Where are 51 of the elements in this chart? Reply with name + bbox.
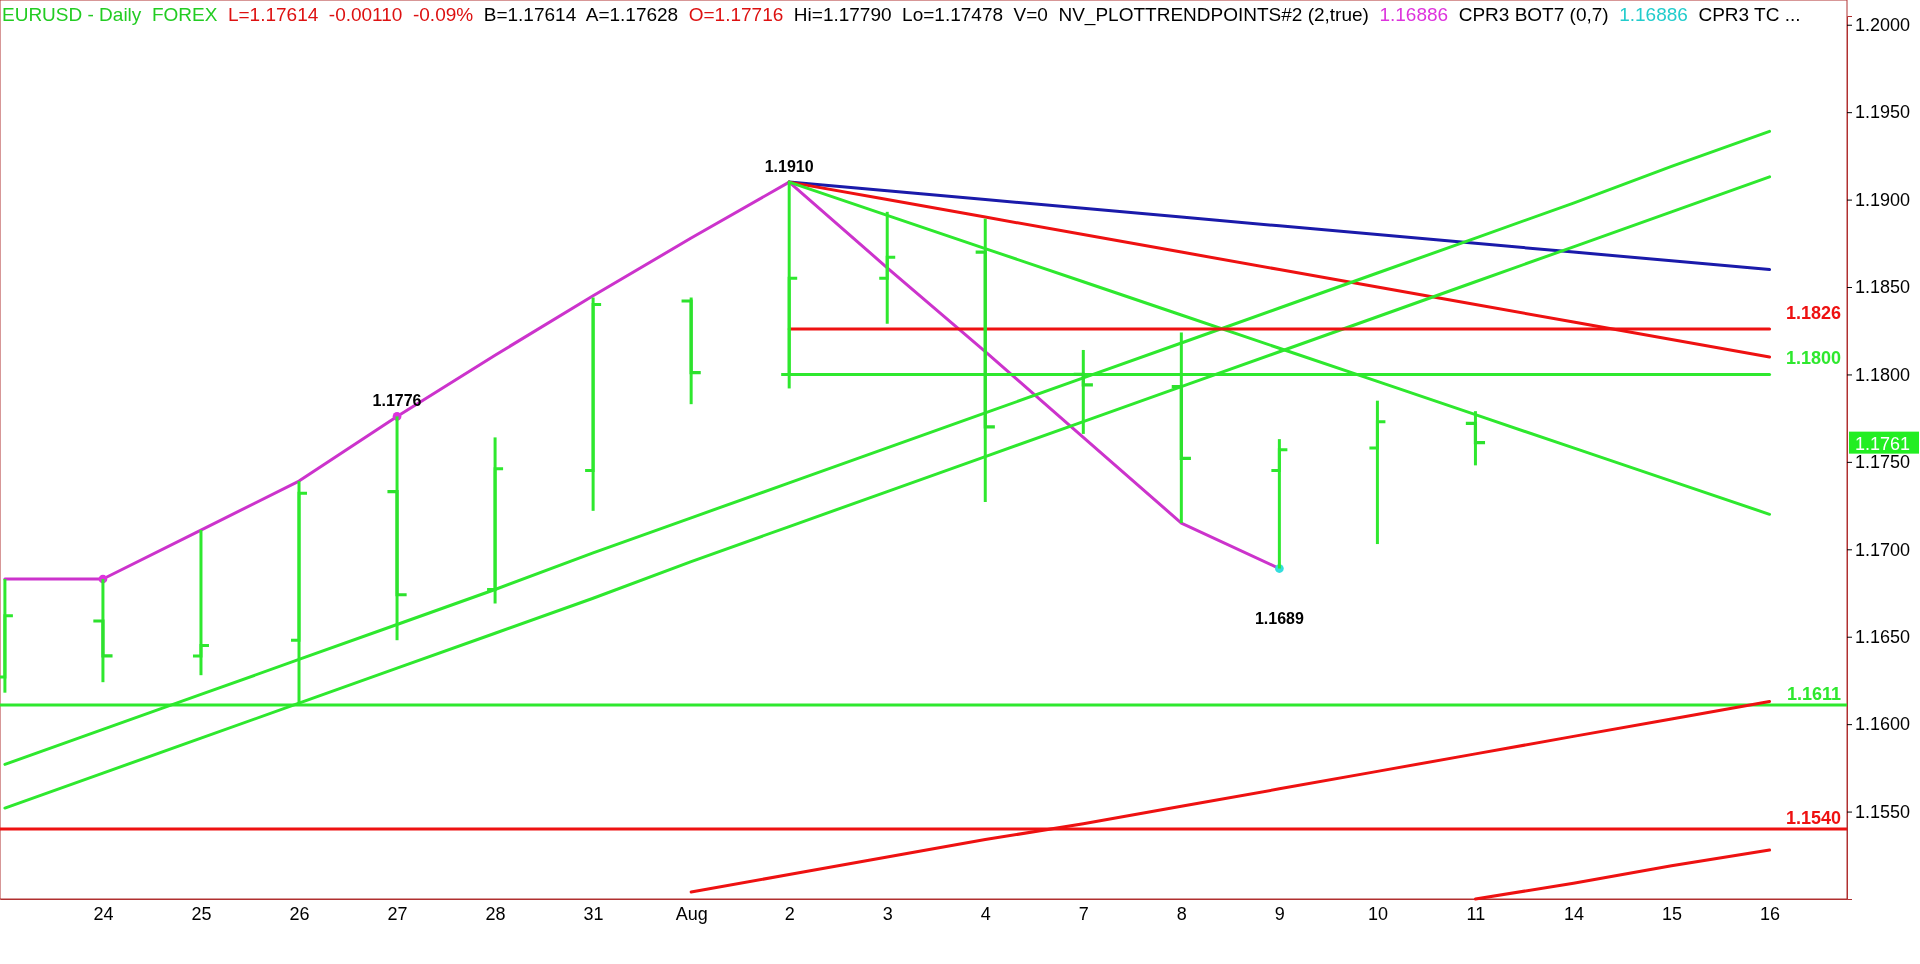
chart-title: EURUSD - Daily FOREX <box>2 4 218 25</box>
x-tick-label: Aug <box>675 903 708 924</box>
annotation: 1.1826 <box>1785 302 1841 323</box>
x-tick-label: 10 <box>1367 903 1388 924</box>
annotation: 1.16886 <box>1608 4 1688 25</box>
x-tick-label: 8 <box>1176 903 1187 924</box>
y-tick-label: 1.1750 <box>1855 452 1911 473</box>
y-tick-label: 1.1550 <box>1855 801 1911 822</box>
annotation: 1.1800 <box>1785 348 1841 369</box>
candlestick <box>485 437 505 604</box>
x-tick-label: 16 <box>1760 903 1781 924</box>
y-tick-label: 1.1950 <box>1855 102 1911 123</box>
x-tick-label: 15 <box>1662 903 1683 924</box>
x-tick-label: 14 <box>1563 903 1584 924</box>
x-tick-label: 27 <box>387 903 408 924</box>
annotation: 1.16886 <box>1368 4 1449 25</box>
annotation: Hi=1.17790 Lo=1.17478 V=0 NV_PLOTTRENDPOINTS#2 (2,true) <box>783 4 1369 26</box>
x-tick-label: 7 <box>1078 903 1089 924</box>
candlestick <box>583 297 603 511</box>
annotation: O=1.17716 <box>678 4 784 25</box>
annotation: L=1.17614 -0.00110 -0.09% <box>217 4 474 25</box>
x-tick-label: 2 <box>784 903 795 924</box>
y-tick-label: 1.1850 <box>1855 277 1911 298</box>
x-tick-label: 25 <box>191 903 212 924</box>
y-tick-label: 1.1600 <box>1855 714 1911 735</box>
candlestick <box>191 530 211 677</box>
line-series <box>1473 848 1772 901</box>
ref-line-label: 1.1611 <box>1786 683 1841 704</box>
x-tick-label: 9 <box>1274 903 1285 924</box>
x-tick-label: 26 <box>289 903 310 924</box>
annotation: 1.1910 <box>764 158 814 176</box>
x-tick-label: 11 <box>1466 903 1486 924</box>
y-tick-label: 1.1650 <box>1855 626 1911 647</box>
y-tick-label: 1.1900 <box>1855 189 1911 210</box>
ref-line-label: 1.1540 <box>1785 808 1841 829</box>
y-tick-label: 1.1700 <box>1855 539 1911 560</box>
annotation: CPR3 TC ... <box>1687 4 1801 25</box>
candlestick <box>877 210 897 324</box>
x-tick-label: 4 <box>980 903 991 924</box>
y-tick-label: 1.1800 <box>1855 364 1911 385</box>
annotation: CPR3 BOT7 (0,7) <box>1448 4 1609 25</box>
y-tick-label: 1.2000 <box>1855 15 1911 35</box>
annotation: 1.1689 <box>1254 609 1304 627</box>
x-tick-label: 24 <box>93 903 114 924</box>
annotation: B=1.17614 A=1.17628 <box>473 4 679 25</box>
candlestick <box>1367 400 1387 546</box>
x-tick-label: 3 <box>882 903 893 924</box>
text: 1.1761 <box>1855 433 1911 454</box>
x-tick-label: 31 <box>583 903 604 924</box>
annotation: 1.1776 <box>372 392 422 410</box>
x-tick-label: 28 <box>485 903 506 924</box>
